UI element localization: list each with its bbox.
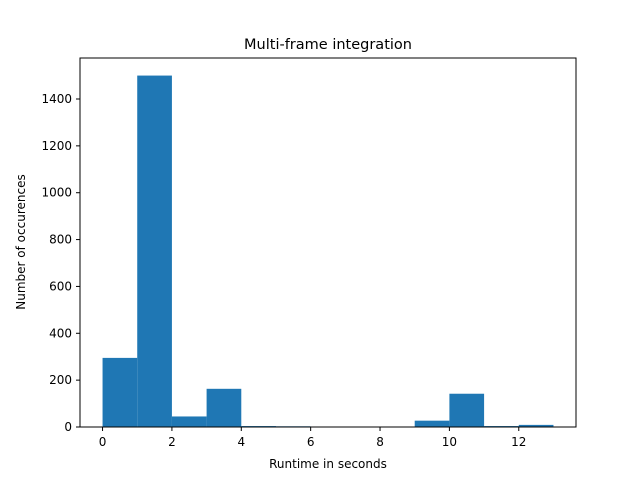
y-tick-label-0: 0 — [64, 420, 72, 434]
histogram-bar-1 — [137, 75, 172, 427]
histogram-bar-3 — [206, 388, 242, 427]
y-axis-ticks: 0 200 400 600 800 1000 1200 1400 — [41, 92, 80, 434]
x-axis-label: Runtime in seconds — [269, 457, 387, 471]
histogram-bar-9 — [414, 420, 450, 427]
y-tick-label-1000: 1000 — [41, 186, 72, 200]
x-axis-ticks: 0 2 4 6 8 10 12 — [99, 427, 526, 449]
y-tick-label-800: 800 — [49, 233, 72, 247]
x-tick-label-0: 0 — [99, 435, 107, 449]
x-tick-label-12: 12 — [511, 435, 526, 449]
y-tick-label-1400: 1400 — [41, 92, 72, 106]
histogram-bar-12 — [518, 424, 554, 427]
y-tick-label-200: 200 — [49, 373, 72, 387]
x-tick-label-6: 6 — [307, 435, 315, 449]
chart-title: Multi-frame integration — [244, 37, 412, 53]
histogram-bar-0 — [102, 357, 138, 427]
y-tick-label-400: 400 — [49, 326, 72, 340]
histogram-bars — [102, 75, 554, 427]
histogram-bar-10 — [449, 393, 485, 427]
y-tick-label-1200: 1200 — [41, 139, 72, 153]
histogram-bar-2 — [171, 416, 207, 427]
x-tick-label-2: 2 — [168, 435, 176, 449]
x-tick-label-10: 10 — [442, 435, 457, 449]
y-axis-label: Number of occurences — [14, 174, 28, 309]
plot-frame — [79, 57, 577, 428]
y-tick-label-600: 600 — [49, 279, 72, 293]
x-tick-label-4: 4 — [237, 435, 245, 449]
x-tick-label-8: 8 — [376, 435, 384, 449]
